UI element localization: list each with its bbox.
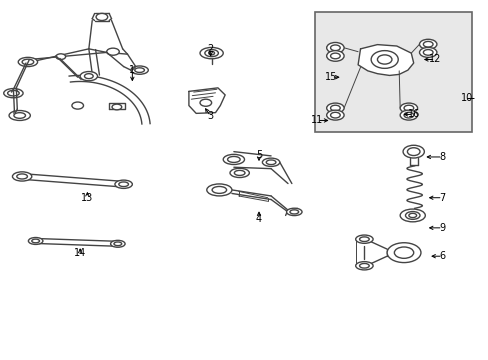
Ellipse shape bbox=[119, 182, 128, 186]
Ellipse shape bbox=[355, 235, 372, 243]
Text: 8: 8 bbox=[439, 152, 445, 162]
Ellipse shape bbox=[405, 212, 419, 219]
Ellipse shape bbox=[402, 145, 424, 158]
Ellipse shape bbox=[22, 59, 34, 65]
Ellipse shape bbox=[84, 74, 93, 78]
Ellipse shape bbox=[110, 240, 125, 247]
Ellipse shape bbox=[326, 42, 344, 53]
Ellipse shape bbox=[326, 110, 344, 120]
Ellipse shape bbox=[96, 13, 107, 21]
Ellipse shape bbox=[115, 180, 132, 188]
Text: 13: 13 bbox=[81, 193, 93, 203]
Text: 12: 12 bbox=[428, 54, 441, 64]
Bar bbox=[314, 12, 471, 132]
Ellipse shape bbox=[326, 51, 344, 61]
Polygon shape bbox=[109, 103, 124, 109]
Ellipse shape bbox=[135, 68, 144, 72]
Ellipse shape bbox=[408, 213, 416, 217]
Ellipse shape bbox=[419, 48, 436, 57]
Text: 2: 2 bbox=[207, 44, 213, 54]
Text: 15: 15 bbox=[325, 72, 337, 82]
Text: 11: 11 bbox=[310, 116, 323, 125]
Ellipse shape bbox=[359, 264, 368, 268]
Ellipse shape bbox=[403, 112, 413, 118]
Ellipse shape bbox=[262, 158, 279, 166]
Ellipse shape bbox=[326, 103, 344, 113]
Ellipse shape bbox=[234, 170, 244, 175]
Ellipse shape bbox=[265, 160, 275, 165]
Text: 7: 7 bbox=[439, 193, 445, 203]
Text: 16: 16 bbox=[407, 109, 419, 120]
Ellipse shape bbox=[204, 50, 218, 57]
Ellipse shape bbox=[289, 210, 298, 214]
Ellipse shape bbox=[227, 157, 240, 162]
Ellipse shape bbox=[229, 168, 249, 177]
Ellipse shape bbox=[419, 39, 436, 49]
Text: 14: 14 bbox=[74, 248, 86, 258]
Ellipse shape bbox=[12, 172, 32, 181]
Ellipse shape bbox=[370, 51, 397, 68]
Ellipse shape bbox=[200, 99, 211, 106]
Ellipse shape bbox=[423, 41, 432, 47]
Ellipse shape bbox=[18, 57, 38, 67]
Ellipse shape bbox=[399, 110, 417, 120]
Ellipse shape bbox=[330, 53, 340, 59]
Ellipse shape bbox=[393, 247, 413, 258]
Ellipse shape bbox=[206, 184, 231, 196]
Polygon shape bbox=[188, 88, 224, 113]
Ellipse shape bbox=[355, 262, 372, 270]
Text: 1: 1 bbox=[129, 65, 135, 75]
Ellipse shape bbox=[423, 50, 432, 55]
Ellipse shape bbox=[330, 112, 340, 118]
Ellipse shape bbox=[407, 148, 419, 156]
Ellipse shape bbox=[106, 48, 119, 55]
Ellipse shape bbox=[80, 72, 97, 81]
Ellipse shape bbox=[28, 238, 43, 244]
Text: 10: 10 bbox=[460, 94, 472, 103]
Ellipse shape bbox=[17, 174, 27, 179]
Text: 5: 5 bbox=[255, 150, 262, 160]
Ellipse shape bbox=[200, 48, 223, 59]
Ellipse shape bbox=[223, 154, 244, 165]
Ellipse shape bbox=[399, 209, 425, 222]
Ellipse shape bbox=[114, 242, 122, 246]
Ellipse shape bbox=[359, 237, 368, 242]
Text: 4: 4 bbox=[255, 214, 262, 224]
Ellipse shape bbox=[8, 90, 19, 96]
Ellipse shape bbox=[377, 55, 391, 64]
Text: 9: 9 bbox=[439, 223, 445, 233]
Ellipse shape bbox=[112, 104, 122, 110]
Ellipse shape bbox=[14, 113, 25, 118]
Ellipse shape bbox=[330, 105, 340, 111]
Ellipse shape bbox=[286, 208, 302, 216]
Ellipse shape bbox=[56, 54, 65, 59]
Ellipse shape bbox=[4, 89, 23, 98]
Ellipse shape bbox=[212, 186, 226, 193]
Ellipse shape bbox=[32, 239, 40, 243]
Ellipse shape bbox=[208, 51, 214, 55]
Ellipse shape bbox=[131, 66, 148, 74]
Ellipse shape bbox=[386, 243, 420, 262]
Text: 3: 3 bbox=[207, 111, 213, 121]
Text: 6: 6 bbox=[439, 251, 445, 261]
Ellipse shape bbox=[399, 103, 417, 113]
Ellipse shape bbox=[9, 111, 30, 121]
Ellipse shape bbox=[72, 102, 83, 109]
Ellipse shape bbox=[330, 45, 340, 51]
Ellipse shape bbox=[403, 105, 413, 111]
Polygon shape bbox=[357, 45, 413, 76]
